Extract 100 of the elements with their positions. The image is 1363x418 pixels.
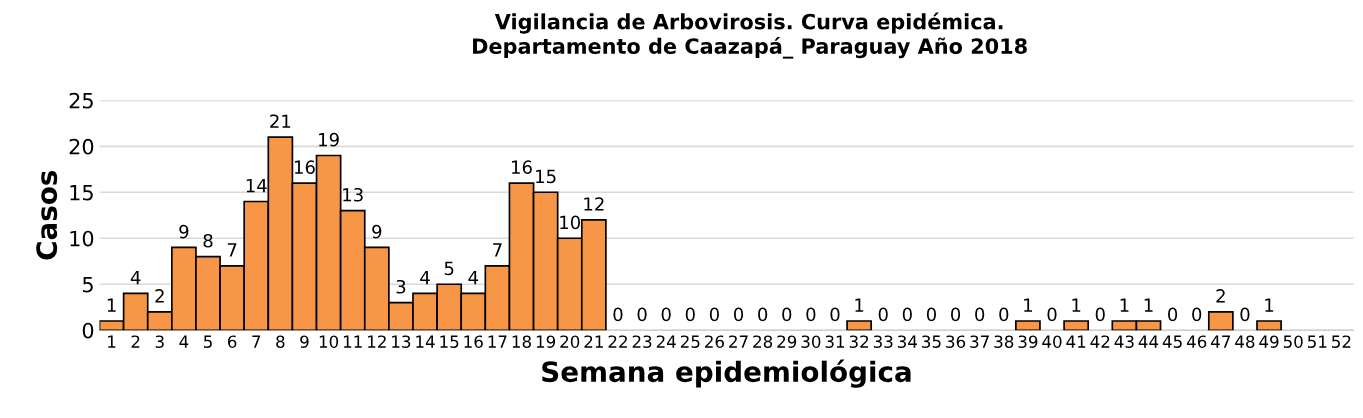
data-label: 5 xyxy=(444,261,454,276)
bar xyxy=(1063,320,1090,331)
y-tick-label: 5 xyxy=(82,276,93,293)
x-tick-label: 52 xyxy=(1332,335,1351,348)
data-label: 0 xyxy=(613,307,623,322)
bar xyxy=(846,320,873,331)
data-label: 13 xyxy=(343,187,363,202)
bar xyxy=(1256,320,1282,331)
bar xyxy=(1015,320,1041,331)
data-label: 0 xyxy=(1240,307,1250,322)
data-label: 0 xyxy=(685,307,695,322)
x-tick-label: 34 xyxy=(898,335,918,348)
x-tick-label: 23 xyxy=(632,335,652,348)
x-tick-label: 30 xyxy=(801,335,821,348)
x-tick-label: 12 xyxy=(368,335,386,348)
x-tick-label: 40 xyxy=(1042,335,1062,348)
data-label: 0 xyxy=(975,307,985,322)
x-tick-label: 15 xyxy=(440,335,459,348)
x-tick-label: 25 xyxy=(680,335,700,348)
x-tick-label: 5 xyxy=(204,335,212,348)
data-label: 0 xyxy=(878,307,888,322)
data-label: 0 xyxy=(637,307,647,322)
x-tick-label: 48 xyxy=(1235,335,1255,348)
data-label: 0 xyxy=(926,307,936,322)
x-tick-label: 8 xyxy=(276,335,285,348)
y-axis-title: Casos xyxy=(36,170,58,260)
x-tick-label: 42 xyxy=(1090,335,1110,348)
x-tick-label: 43 xyxy=(1114,335,1134,348)
data-label: 0 xyxy=(830,307,840,322)
x-tick-label: 49 xyxy=(1259,335,1279,348)
data-label: 0 xyxy=(1047,307,1057,322)
x-tick-label: 11 xyxy=(343,335,362,348)
x-tick-label: 7 xyxy=(252,335,261,348)
x-tick-label: 9 xyxy=(300,335,309,348)
data-label: 0 xyxy=(709,307,719,322)
data-label: 15 xyxy=(536,169,556,184)
x-tick-label: 3 xyxy=(155,335,164,348)
y-tick-label: 15 xyxy=(70,185,93,201)
x-tick-label: 45 xyxy=(1162,335,1182,348)
data-label: 1 xyxy=(1024,298,1032,312)
data-label: 0 xyxy=(902,307,912,322)
x-axis-title: Semana epidemiológica xyxy=(542,359,911,388)
data-label: 2 xyxy=(1216,289,1225,303)
y-tick-label: 0 xyxy=(82,322,94,339)
data-label: 9 xyxy=(372,224,382,239)
data-label: 0 xyxy=(782,307,792,322)
x-tick-label: 27 xyxy=(729,335,748,348)
data-label: 10 xyxy=(560,215,581,230)
data-label: 4 xyxy=(420,270,430,285)
x-tick-label: 51 xyxy=(1307,335,1327,348)
data-label: 1 xyxy=(1265,298,1274,312)
data-label: 1 xyxy=(1144,298,1153,312)
x-tick-label: 18 xyxy=(512,335,531,348)
x-tick-label: 41 xyxy=(1066,335,1086,348)
x-tick-label: 13 xyxy=(392,335,411,348)
data-label: 1 xyxy=(1120,298,1129,312)
x-tick-label: 47 xyxy=(1211,335,1231,348)
x-tick-label: 33 xyxy=(873,335,893,348)
x-tick-label: 39 xyxy=(1018,335,1038,348)
data-label: 1 xyxy=(855,298,864,312)
data-label: 21 xyxy=(270,114,291,128)
data-label: 3 xyxy=(396,279,406,294)
x-tick-label: 4 xyxy=(179,335,189,348)
x-tick-label: 22 xyxy=(608,335,627,348)
x-tick-label: 35 xyxy=(922,335,941,348)
chart-title: Vigilancia de Arbovirosis. Curva epidémica. Departamento de Caazapá_ Paraguay Año 2018 xyxy=(473,12,1027,59)
data-label: 9 xyxy=(179,224,189,239)
x-tick-label: 50 xyxy=(1283,335,1303,348)
x-tick-label: 37 xyxy=(970,335,989,348)
x-tick-label: 29 xyxy=(777,335,797,348)
x-tick-label: 36 xyxy=(946,335,966,348)
data-label: 16 xyxy=(294,160,315,175)
y-tick-label: 25 xyxy=(69,92,93,109)
data-label: 14 xyxy=(246,179,267,193)
data-label: 4 xyxy=(130,270,141,285)
data-label: 7 xyxy=(227,243,237,257)
data-label: 0 xyxy=(733,307,744,322)
x-tick-label: 6 xyxy=(227,335,237,348)
data-label: 8 xyxy=(203,233,213,248)
x-tick-label: 28 xyxy=(753,335,773,348)
y-tick-label: 20 xyxy=(69,138,94,155)
x-tick-label: 21 xyxy=(584,335,603,348)
data-label: 0 xyxy=(1192,307,1202,322)
x-tick-label: 10 xyxy=(319,335,339,348)
x-tick-label: 44 xyxy=(1138,335,1159,348)
data-label: 4 xyxy=(468,270,479,285)
x-tick-label: 46 xyxy=(1186,335,1207,348)
y-tick-label: 10 xyxy=(70,230,94,247)
x-tick-label: 16 xyxy=(464,335,483,348)
data-label: 0 xyxy=(806,307,816,322)
bar xyxy=(1207,310,1234,331)
x-tick-label: 17 xyxy=(488,335,507,348)
x-tick-label: 1 xyxy=(108,335,116,348)
data-label: 0 xyxy=(1168,307,1178,322)
x-tick-label: 24 xyxy=(656,335,676,348)
data-label: 1 xyxy=(1072,298,1081,312)
data-label: 16 xyxy=(512,160,532,175)
data-label: 0 xyxy=(1095,307,1105,322)
data-label: 12 xyxy=(584,197,604,211)
x-tick-label: 2 xyxy=(131,335,140,348)
